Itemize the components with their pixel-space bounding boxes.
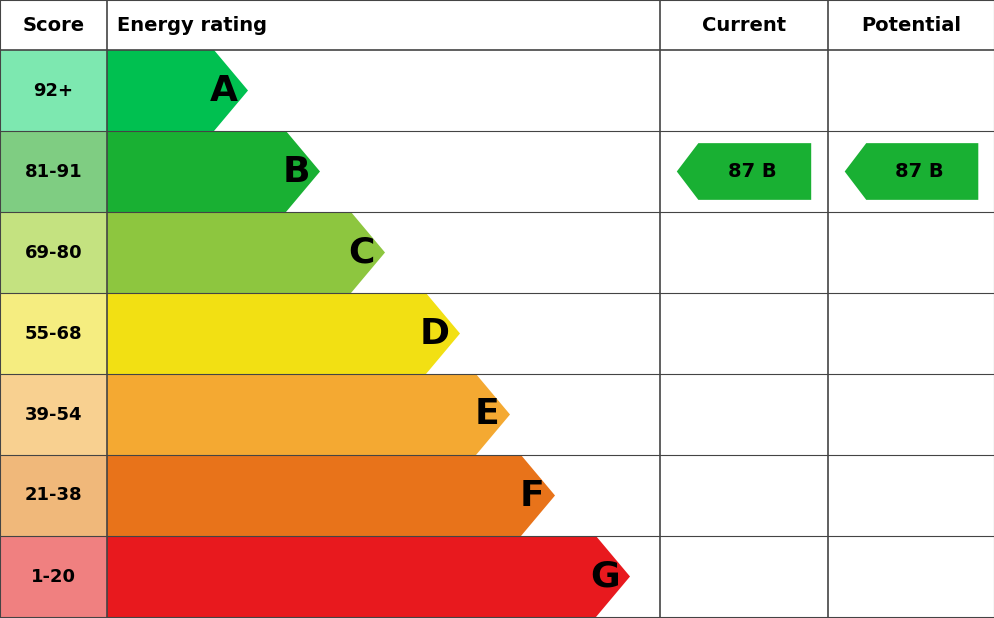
Text: B: B (282, 154, 309, 188)
Polygon shape (676, 143, 810, 200)
Bar (0, 131, 107, 212)
Text: 87 B: 87 B (895, 162, 943, 181)
Bar (0, 293, 107, 374)
Text: C: C (348, 235, 375, 269)
Text: 55-68: 55-68 (25, 324, 83, 342)
Polygon shape (107, 536, 629, 617)
Text: 87 B: 87 B (727, 162, 775, 181)
Polygon shape (107, 293, 459, 374)
Bar (0, 536, 107, 617)
Bar (0, 50, 107, 131)
Text: Current: Current (701, 15, 785, 35)
Polygon shape (107, 455, 555, 536)
Text: 1-20: 1-20 (31, 567, 76, 585)
Text: Score: Score (23, 15, 84, 35)
Text: 81-91: 81-91 (25, 163, 83, 180)
Text: 92+: 92+ (34, 82, 74, 99)
Text: F: F (520, 478, 545, 512)
Bar (0, 374, 107, 455)
Polygon shape (844, 143, 977, 200)
Text: D: D (419, 316, 449, 350)
Text: E: E (474, 397, 499, 431)
Bar (0, 455, 107, 536)
Text: Energy rating: Energy rating (117, 15, 266, 35)
Polygon shape (107, 212, 385, 293)
Text: Potential: Potential (861, 15, 960, 35)
Polygon shape (107, 50, 248, 131)
Text: 21-38: 21-38 (25, 486, 83, 504)
Bar (0, 0, 994, 50)
Text: 69-80: 69-80 (25, 243, 83, 261)
Polygon shape (107, 131, 320, 212)
Text: G: G (589, 559, 619, 593)
Polygon shape (107, 374, 510, 455)
Bar (0, 212, 107, 293)
Text: A: A (210, 74, 238, 108)
Text: 39-54: 39-54 (25, 405, 83, 423)
